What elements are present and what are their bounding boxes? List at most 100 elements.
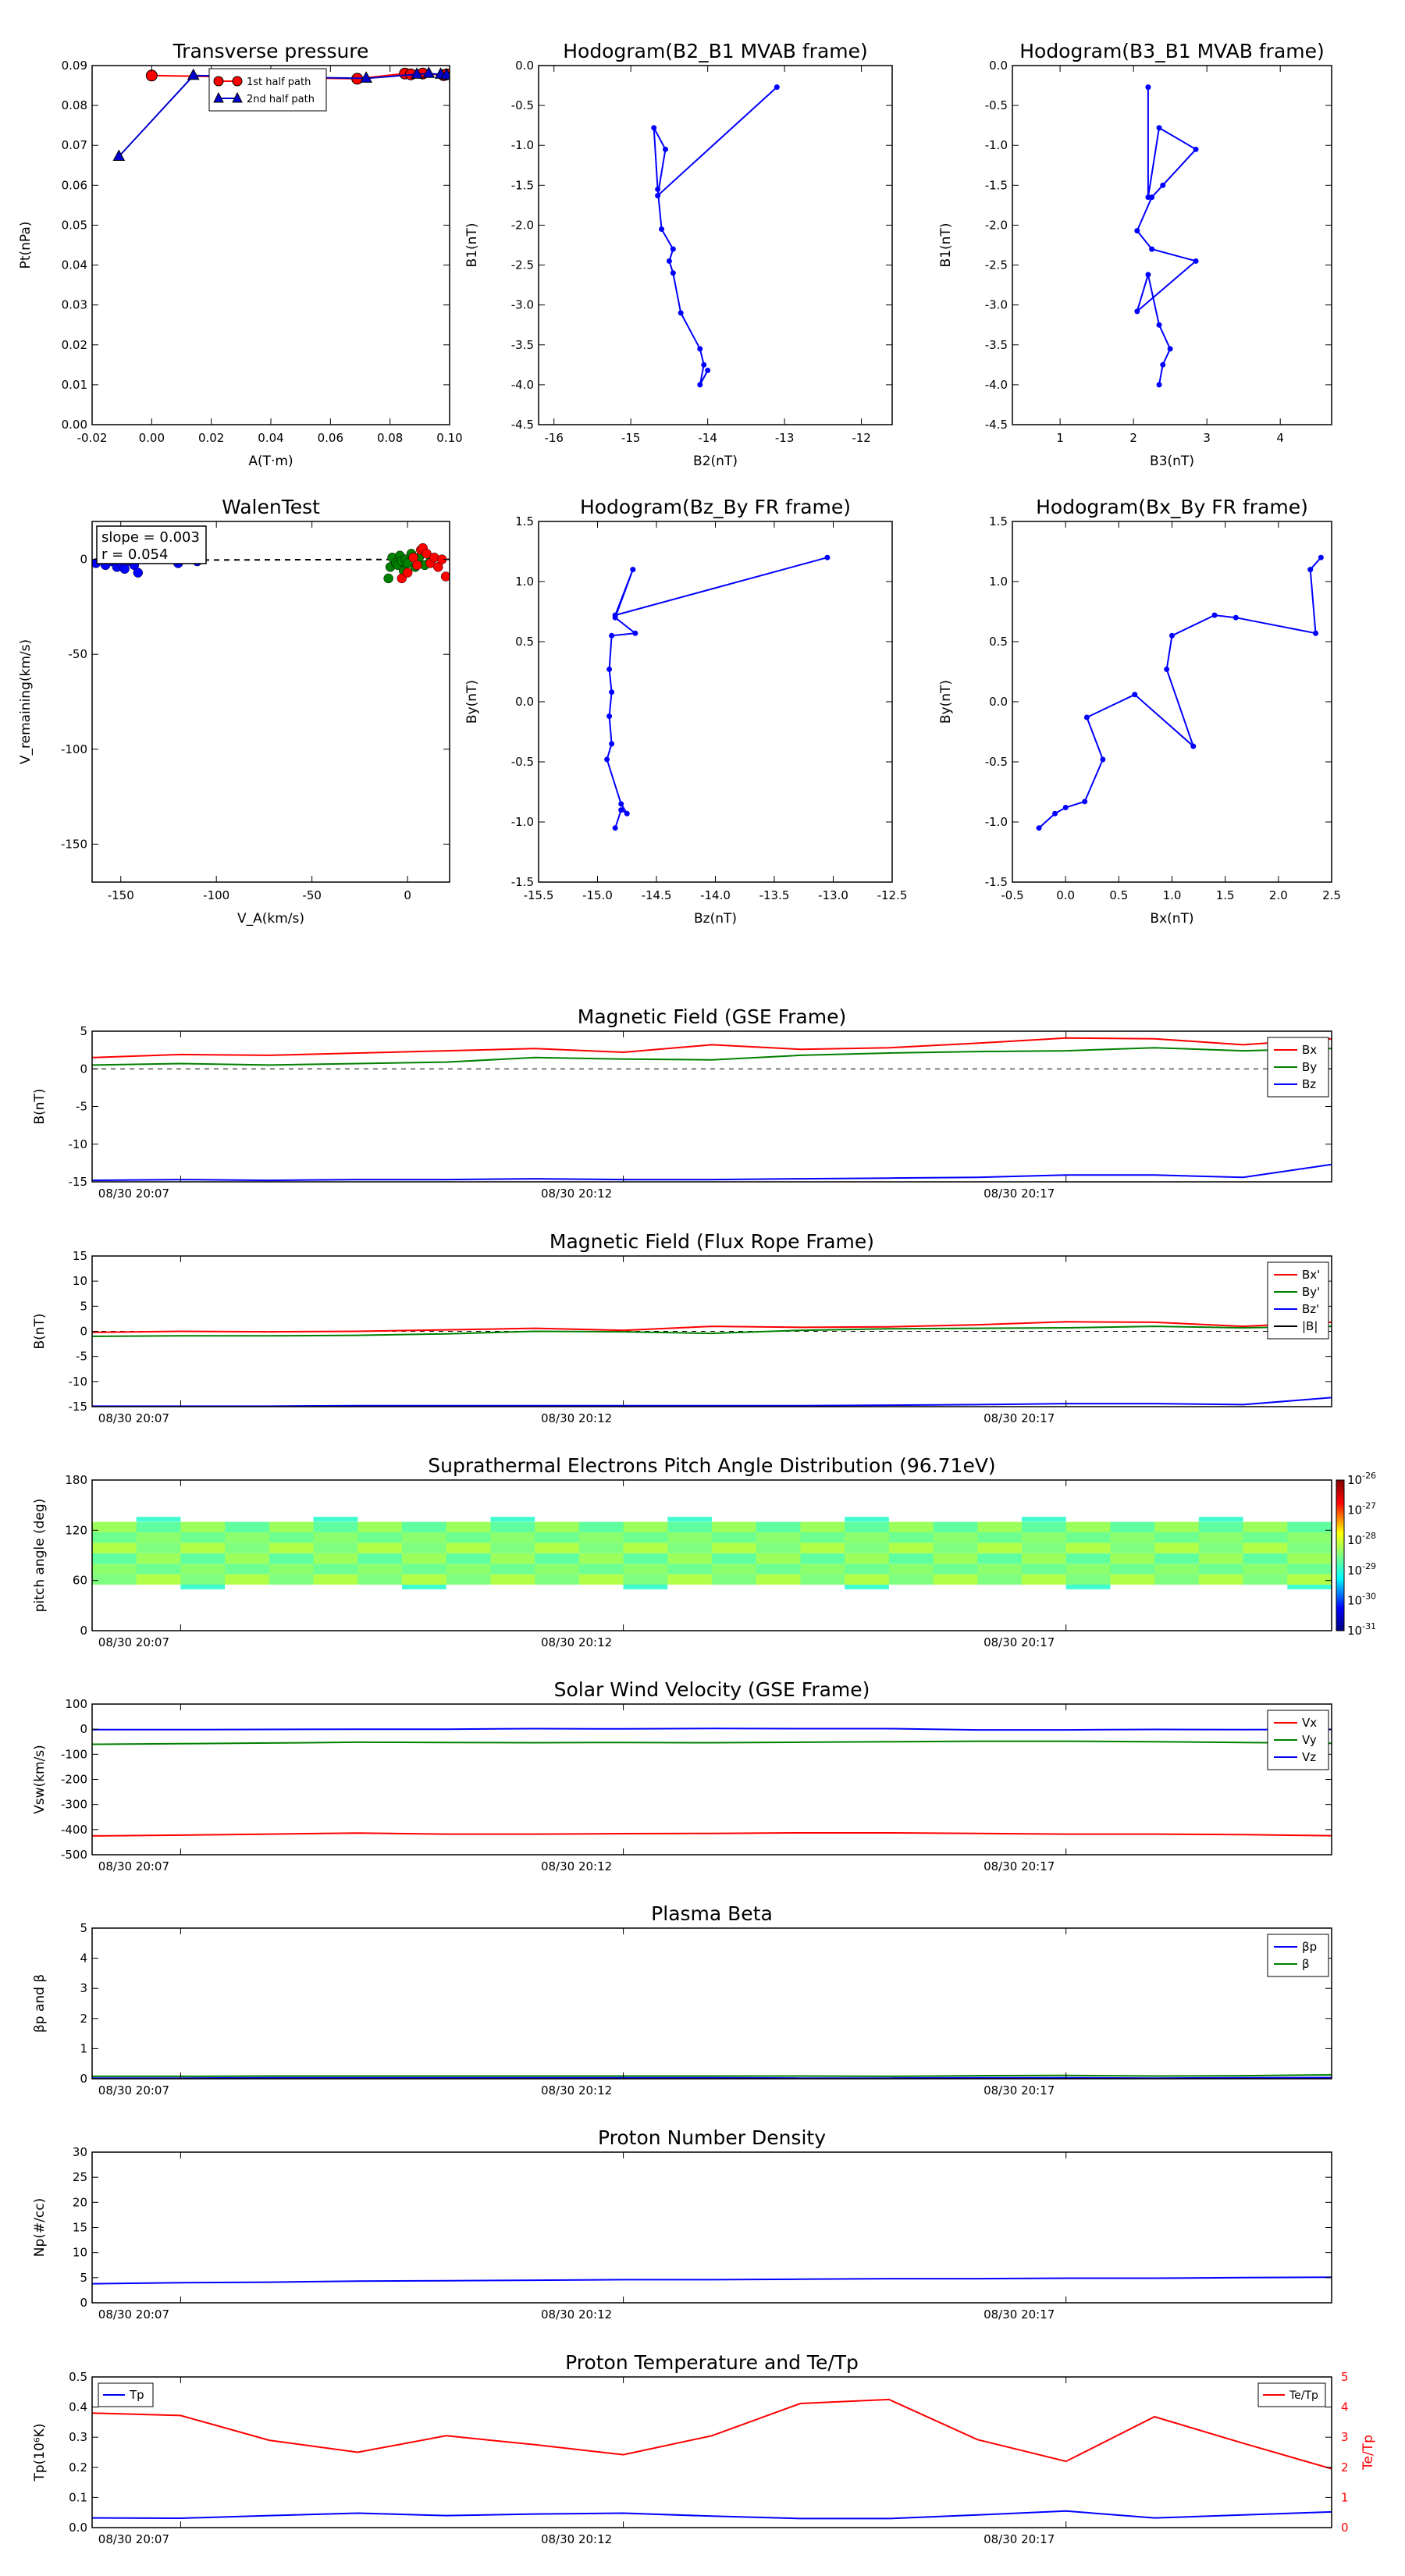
y-tick-label: 0: [80, 2072, 87, 2086]
x-tick-label: 08/30 20:12: [541, 2532, 612, 2546]
x-tick-label: 08/30 20:12: [541, 2083, 612, 2097]
panel-title: Magnetic Field (GSE Frame): [578, 1005, 846, 1028]
heatmap-cell: [712, 1564, 757, 1574]
x-tick-label: 08/30 20:07: [98, 1635, 169, 1649]
y-tick-label: -1.0: [985, 138, 1008, 152]
colorbar-tick-label: 10-26: [1347, 1471, 1376, 1487]
plots-layer: Transverse pressure0.000.010.020.030.040…: [18, 40, 1376, 2546]
x-tick-label: 0.04: [258, 431, 283, 445]
heatmap-cell: [490, 1532, 535, 1543]
x-tick-label: -12.5: [877, 888, 908, 902]
heatmap-cell: [490, 1521, 535, 1533]
panel-11: Proton Number Density 0 5 10 15 20 25 30 08/30 2…: [32, 2126, 1332, 2322]
data-point: [1149, 194, 1155, 201]
y-axis-label: V_remaining(km/s): [18, 639, 34, 764]
heatmap-cell: [535, 1564, 580, 1574]
legend-label: |B|: [1302, 1319, 1318, 1333]
y-tick-label: 0.04: [62, 258, 87, 272]
heatmap-cell: [1065, 1564, 1111, 1574]
heatmap-cell: [1022, 1517, 1066, 1522]
y-tick-label: 0.03: [62, 298, 87, 312]
y-tick-label: 0.0: [69, 2521, 87, 2535]
x-tick-label: 1.5: [1216, 888, 1235, 902]
heatmap-cell: [402, 1585, 446, 1590]
heatmap-cell: [667, 1542, 713, 1553]
y-tick-label: -15: [69, 1175, 88, 1189]
heatmap-cell: [269, 1553, 315, 1564]
annotation-box: [96, 525, 207, 564]
x-tick-label: 1.0: [1163, 888, 1182, 902]
heatmap-cell: [357, 1553, 403, 1564]
panel-7: Magnetic Field (Flux Rope Frame) -15 -10 -5…: [32, 1230, 1332, 1425]
y-tick-label: -100: [61, 742, 87, 756]
y-tick-label: 0.0: [515, 59, 534, 73]
heatmap-cell: [800, 1532, 845, 1543]
heatmap-cell: [888, 1532, 934, 1543]
y-tick-label: 0.09: [62, 59, 87, 73]
heatmap-cell: [225, 1532, 270, 1543]
heatmap-cell: [357, 1542, 403, 1553]
panel-title: Suprathermal Electrons Pitch Angle Distr…: [428, 1454, 995, 1477]
panel-8: Suprathermal Electrons Pitch Angle Distr…: [32, 1454, 1376, 1649]
colorbar-tick-exp: -26: [1362, 1471, 1376, 1481]
x-tick-label: 2.0: [1269, 888, 1288, 902]
data-point: [411, 67, 423, 79]
data-layer: [92, 2074, 1332, 2079]
y-tick-label: 25: [73, 2170, 87, 2184]
x-tick-label: 08/30 20:07: [98, 2532, 169, 2546]
y-axis-label: βp and β: [32, 1974, 48, 2033]
colorbar-tick-base: 10: [1347, 1624, 1362, 1638]
heatmap-cell: [977, 1553, 1023, 1564]
data-point: [659, 226, 665, 233]
colorbar-tick-label: 10-28: [1347, 1531, 1376, 1547]
y-tick-label: 0.01: [62, 378, 87, 392]
heatmap-cell: [180, 1553, 226, 1564]
x-tick-label: 08/30 20:12: [541, 1411, 612, 1425]
heatmap-cell: [225, 1521, 270, 1533]
legend-label: Vx: [1302, 1716, 1317, 1730]
y-tick-label: -3.5: [511, 338, 534, 352]
heatmap-cell: [756, 1521, 801, 1533]
y-tick-label: -100: [61, 1747, 87, 1761]
series-line-Bz': [92, 1397, 1332, 1407]
heatmap-cell: [92, 1564, 137, 1574]
heatmap-cell: [578, 1532, 624, 1543]
heatmap-cell: [712, 1521, 757, 1533]
y-tick-label: 180: [65, 1473, 87, 1487]
data-point: [1036, 825, 1042, 831]
x-tick-label: 08/30 20:12: [541, 2307, 612, 2322]
x-tick-label: -13: [775, 431, 795, 445]
y-tick-label: 120: [65, 1523, 87, 1537]
heatmap-cell: [1154, 1542, 1200, 1553]
panel-title: Proton Number Density: [598, 2126, 826, 2149]
series-line-0: [653, 86, 777, 386]
x-tick-label: 08/30 20:17: [984, 1411, 1055, 1425]
y-tick-label: 0.3: [69, 2430, 87, 2444]
y-tick-label: 1: [80, 2041, 87, 2055]
colorbar-tick-exp: -28: [1362, 1531, 1376, 1541]
heatmap-cell: [756, 1564, 801, 1574]
y-axis-label: Pt(nPa): [18, 222, 34, 269]
x-tick-label: -14.0: [700, 888, 731, 902]
y-tick-label: 0.08: [62, 98, 87, 112]
heatmap-cell: [845, 1574, 890, 1585]
heatmap-cell: [623, 1553, 668, 1564]
colorbar-tick-base: 10: [1347, 1564, 1362, 1578]
heatmap-cell: [1065, 1585, 1111, 1590]
heatmap-cell: [1287, 1564, 1332, 1574]
data-point: [606, 666, 613, 672]
heatmap-cell: [800, 1553, 845, 1564]
heatmap-cell: [225, 1564, 270, 1574]
data-layer: [604, 554, 831, 831]
x-tick-label: 0.00: [139, 431, 165, 445]
panel-title: Transverse pressure: [173, 40, 369, 62]
y-tick-label: -3.0: [985, 298, 1008, 312]
y-tick-label: 0.0: [515, 695, 534, 709]
x-axis-label: A(T·m): [248, 454, 293, 469]
plot-frame: [91, 1927, 1332, 2080]
panel-12: Proton Temperature and Te/Tp 0.0 0.1 0.2 0.3…: [32, 2351, 1376, 2546]
x-tick-label: 08/30 20:07: [98, 1411, 169, 1425]
series-line-By: [92, 1047, 1332, 1066]
data-layer: [92, 1321, 1332, 1407]
panel-title: WalenTest: [222, 496, 320, 518]
